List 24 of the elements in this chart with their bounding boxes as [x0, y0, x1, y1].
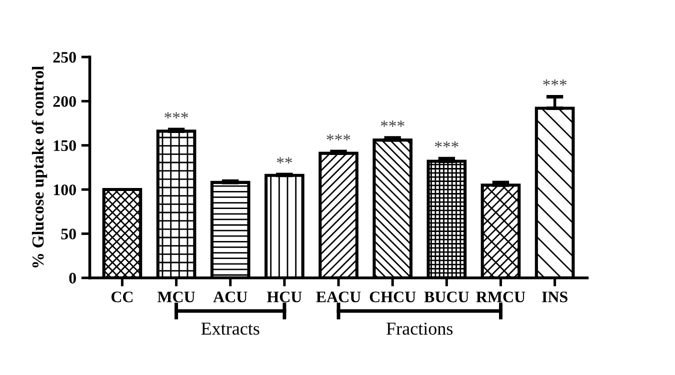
x-tick-label: HCU	[266, 292, 302, 302]
y-tick-label: 200	[53, 96, 76, 107]
x-tick-label: EACU	[316, 292, 361, 302]
x-tick-label: INS	[542, 292, 568, 302]
annotation: ***	[164, 112, 188, 118]
x-tick-label: BUCU	[424, 292, 469, 302]
x-tick-label: ACU	[213, 292, 248, 302]
y-tick-label: 0	[69, 272, 76, 284]
x-tick-label: MCU	[157, 292, 195, 302]
annotation: ***	[380, 120, 404, 127]
annotation: ***	[543, 80, 567, 86]
y-axis-title: % Glucose uptake of control	[32, 66, 48, 268]
y-tick-label: 100	[54, 184, 76, 196]
text: Fractions	[386, 322, 453, 335]
x-tick-label: CC	[111, 292, 133, 302]
annotation: ***	[434, 141, 458, 148]
y-tick-label: 50	[61, 228, 76, 240]
y-tick-label: 150	[54, 140, 76, 152]
text: Extracts	[201, 322, 260, 335]
annotation: **	[276, 157, 292, 164]
x-tick-label: CHCU	[370, 292, 416, 302]
x-tick-label: RMCU	[476, 292, 526, 302]
y-tick-label: 250	[53, 52, 76, 63]
annotation: ***	[326, 134, 350, 140]
